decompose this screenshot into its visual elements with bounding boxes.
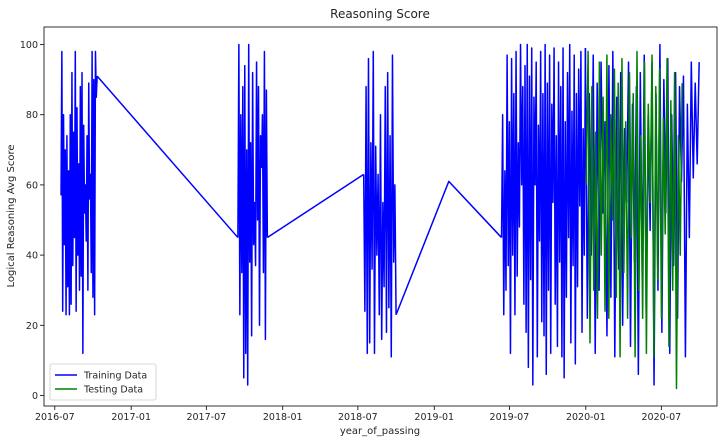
series-layer: [60, 43, 700, 390]
y-tick-label: 40: [26, 251, 38, 262]
series-line-training-data-segment-6: [500, 43, 587, 386]
x-axis-label: year_of_passing: [340, 426, 420, 437]
series-line-training-data-segment-4: [362, 50, 397, 358]
legend-label-training: Training Data: [83, 371, 147, 382]
y-tick-label: 0: [32, 391, 38, 402]
series-line-training-data-segment-2: [237, 43, 269, 386]
y-tick-label: 100: [20, 40, 38, 51]
y-tick-label: 60: [26, 180, 38, 191]
legend: Training Data Testing Data: [49, 363, 157, 401]
series-line-training-data-segment-5: [395, 180, 503, 316]
y-tick-label: 20: [26, 321, 38, 332]
series-line-training-data-segment-1: [96, 75, 239, 239]
chart-title: Reasoning Score: [330, 7, 430, 21]
x-tick-label: 2018-07: [338, 412, 378, 423]
y-axis-label: Logical Reasoning Avg Score: [6, 144, 17, 287]
plot-frame: [43, 26, 718, 407]
legend-box: [49, 363, 157, 401]
series-line-training-data-segment-0: [60, 50, 98, 355]
x-tick-label: 2016-07: [35, 412, 75, 423]
x-tick-label: 2020-07: [642, 412, 682, 423]
series-line-testing-data-segment-0: [585, 50, 683, 390]
x-tick-label: 2020-01: [566, 412, 606, 423]
x-tick-label: 2019-07: [490, 412, 530, 423]
x-tick-label: 2017-01: [111, 412, 151, 423]
x-tick-label: 2019-01: [414, 412, 454, 423]
series-line-training-data-segment-3: [266, 173, 365, 239]
y-axis: 0 20 40 60 80 100: [20, 40, 44, 402]
x-tick-label: 2018-01: [263, 412, 303, 423]
x-tick-label: 2017-07: [186, 412, 226, 423]
x-axis: 2016-07 2017-01 2017-07 2018-01 2018-07 2019-…: [35, 406, 681, 423]
y-tick-label: 80: [26, 110, 38, 121]
legend-label-testing: Testing Data: [83, 385, 143, 396]
